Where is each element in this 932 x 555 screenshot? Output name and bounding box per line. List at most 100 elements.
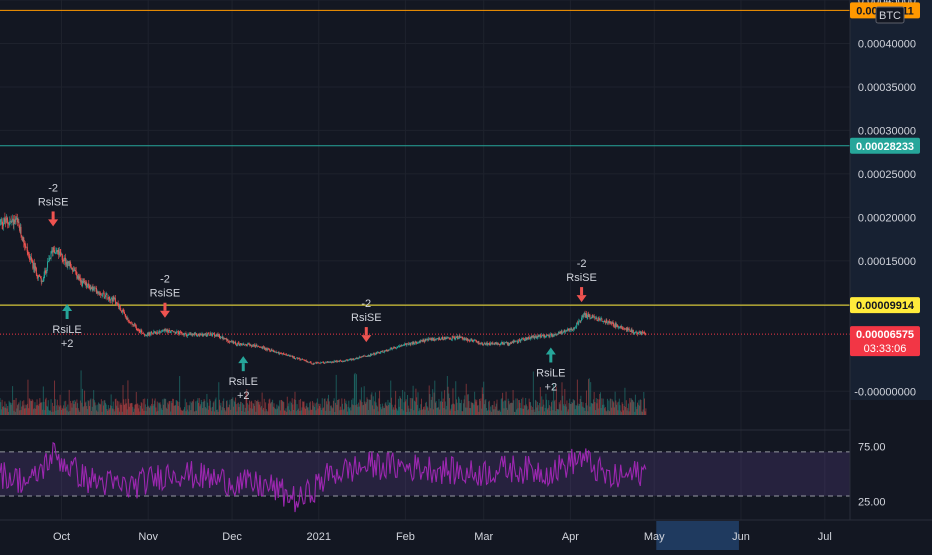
candle-body	[490, 342, 492, 344]
volume-bar	[434, 380, 436, 415]
volume-bar	[611, 407, 613, 415]
candle-body	[87, 283, 89, 286]
volume-bar	[588, 378, 590, 415]
volume-bar	[490, 411, 492, 415]
volume-bar	[493, 401, 495, 415]
candle-body	[575, 326, 577, 328]
candle-body	[184, 333, 186, 335]
candle-body	[154, 331, 156, 334]
volume-bar	[132, 406, 134, 415]
signal-short[interactable]: RsiSE-2	[38, 182, 69, 227]
signal-short[interactable]: RsiSE-2	[566, 258, 597, 303]
candle-body	[381, 351, 383, 352]
volume-bar	[177, 405, 179, 415]
volume-bar	[56, 399, 58, 415]
volume-bar	[170, 411, 172, 415]
candle-body	[110, 298, 112, 301]
volume-bar	[569, 404, 571, 415]
candle-body	[250, 344, 252, 346]
volume-bar	[103, 400, 105, 415]
volume-bar	[328, 394, 330, 415]
volume-bar	[174, 405, 176, 415]
volume-bar	[441, 391, 443, 415]
time-tick-label: 2021	[307, 531, 331, 543]
candle-body	[407, 343, 409, 345]
volume-bar	[62, 408, 64, 415]
candle-body	[26, 246, 28, 248]
signal-value-label: -2	[361, 298, 371, 310]
candle-body	[447, 337, 449, 338]
candle-body	[190, 333, 192, 335]
volume-bar	[386, 406, 388, 415]
signal-short[interactable]: RsiSE-2	[150, 274, 181, 318]
volume-bar	[530, 402, 532, 415]
candle-body	[24, 245, 26, 247]
candle-body	[228, 341, 230, 343]
candle-body	[208, 333, 210, 336]
volume-bar	[196, 400, 198, 415]
signal-long[interactable]: RsiLE+2	[229, 356, 258, 402]
candle-body	[349, 358, 351, 360]
candle-body	[51, 250, 53, 252]
volume-bar	[569, 398, 571, 415]
candle-body	[304, 359, 306, 361]
currency-badge[interactable]: BTC	[875, 6, 905, 24]
candle-body	[617, 325, 619, 328]
candle-body	[63, 258, 65, 262]
candle-body	[460, 337, 462, 338]
volume-bar	[242, 403, 244, 415]
volume-bar	[321, 410, 323, 415]
candle-body	[360, 356, 362, 358]
signal-long[interactable]: RsiLE+2	[536, 347, 565, 393]
candle-body	[641, 331, 643, 333]
candle-body	[638, 331, 640, 334]
volume-bar	[23, 408, 25, 415]
volume-bar	[168, 401, 170, 415]
volume-bar	[265, 408, 267, 415]
volume-bar	[369, 399, 371, 415]
candle-body	[627, 328, 629, 331]
volume-bar	[578, 405, 580, 415]
candle-body	[249, 344, 251, 346]
candle-body	[568, 329, 570, 331]
time-axis[interactable]: Oct Nov Dec 2021 Feb Mar Apr May Jun Jul	[53, 521, 832, 550]
volume-bar	[518, 400, 520, 415]
volume-bar	[177, 401, 179, 415]
candle-body	[355, 358, 357, 360]
candle-body	[75, 271, 77, 273]
volume-bar	[403, 402, 405, 415]
signal-short[interactable]: RsiSE-2	[351, 298, 382, 343]
candle-body	[239, 344, 241, 346]
candle-body	[532, 335, 534, 337]
volume-bar	[608, 400, 610, 415]
candle-body	[432, 338, 434, 341]
volume-bar	[126, 403, 128, 415]
candle-body	[536, 337, 538, 339]
volume-bar	[260, 405, 262, 415]
volume-bar	[443, 408, 445, 415]
volume-bar	[329, 411, 331, 415]
candle-body	[511, 341, 513, 343]
volume-bar	[217, 411, 219, 415]
volume-bar	[158, 403, 160, 415]
volume-bar	[265, 402, 267, 415]
volume-bar	[191, 402, 193, 415]
volume-bar	[474, 399, 476, 415]
candle-body	[583, 313, 585, 315]
volume-bar	[288, 403, 290, 415]
candle-body	[474, 339, 476, 341]
candle-body	[132, 324, 134, 325]
volume-bar	[124, 403, 126, 415]
candle-body	[100, 294, 102, 296]
volume-bar	[143, 410, 145, 415]
signal-long[interactable]: RsiLE+2	[52, 304, 82, 350]
candle-body	[36, 274, 38, 277]
candle-body	[242, 343, 244, 345]
volume-bar	[215, 397, 217, 415]
volume-bar	[446, 376, 448, 415]
candle-body	[386, 349, 388, 352]
volume-bar	[512, 390, 514, 415]
candle-body	[523, 339, 525, 341]
candle-body	[131, 323, 133, 325]
